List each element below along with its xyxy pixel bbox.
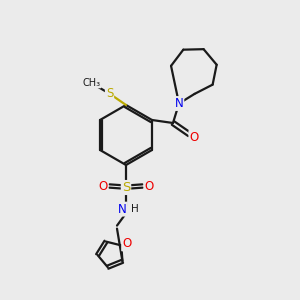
Text: N: N bbox=[175, 97, 183, 110]
Text: S: S bbox=[122, 181, 130, 194]
Text: O: O bbox=[122, 237, 131, 250]
Text: H: H bbox=[130, 204, 138, 214]
Text: O: O bbox=[189, 131, 199, 144]
Text: O: O bbox=[145, 179, 154, 193]
Text: CH₃: CH₃ bbox=[82, 77, 100, 88]
Text: O: O bbox=[98, 179, 107, 193]
Text: N: N bbox=[118, 202, 127, 216]
Text: S: S bbox=[106, 87, 113, 100]
